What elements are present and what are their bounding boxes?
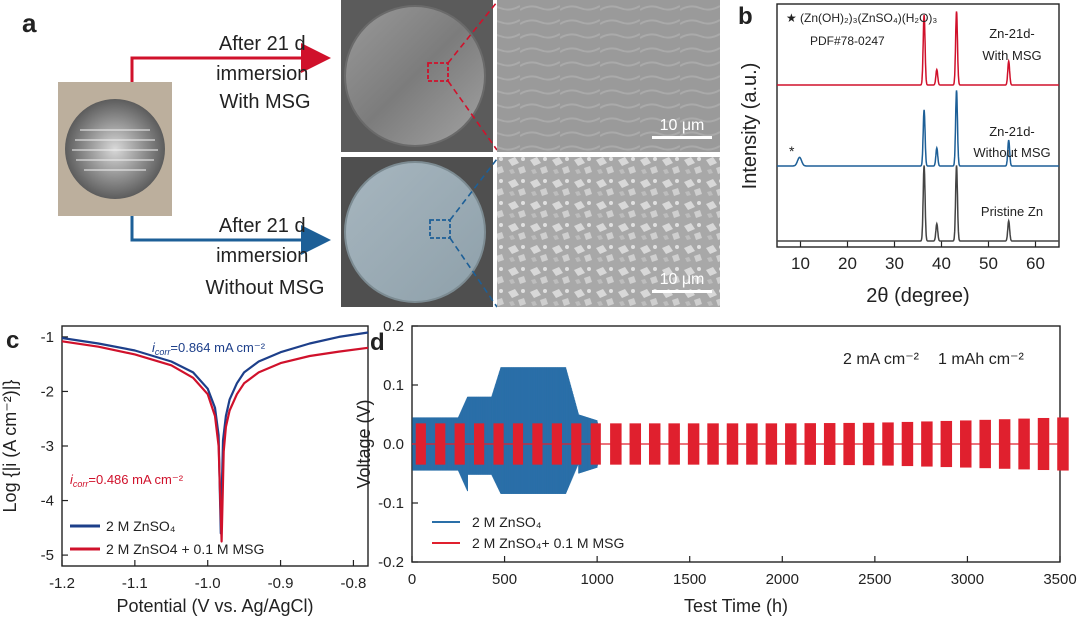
tafel-ytick-label: -1 xyxy=(41,329,54,346)
with-msg-zoom-lines xyxy=(447,1,498,151)
icorr-blue: icorr=0.864 mA cm⁻² xyxy=(152,340,266,357)
cycling-ytick-label: 0.1 xyxy=(383,377,404,394)
panel-c: c -1.2 -1.1 -1.0 -0.9 -0.8 -1 -2 -3 -4 -5 Potenti… xyxy=(0,325,369,616)
xrd-series-label: Zn-21d- xyxy=(989,26,1035,41)
xrd-xtick-label: 50 xyxy=(979,254,998,273)
sem-with-msg xyxy=(497,0,720,152)
tafel-xtick-label: -1.2 xyxy=(49,575,75,592)
xrd-series-labels: Zn-21d- With MSG Zn-21d- Without MSG Pristin… xyxy=(973,26,1050,219)
tafel-xtick-label: -1.0 xyxy=(195,575,221,592)
tafel-legend: 2 M ZnSO₄ 2 M ZnSO4 + 0.1 M MSG xyxy=(70,518,264,557)
without-msg-zoom-box xyxy=(429,219,451,239)
scale-bar-top xyxy=(652,136,712,139)
xrd-series xyxy=(777,11,1059,242)
scale-bar-bottom xyxy=(652,290,712,293)
cycling-xtick-label: 1000 xyxy=(580,571,613,588)
cycling-ylabel: Voltage (V) xyxy=(354,399,374,488)
without-msg-zoom-lines xyxy=(449,158,498,308)
cycling-legend-label-blue: 2 M ZnSO₄ xyxy=(472,514,542,530)
scale-label-bottom: 10 μm xyxy=(660,271,705,288)
scale-label-top: 10 μm xyxy=(660,117,705,134)
xrd-formula: (Zn(OH)₂)₃(ZnSO₄)(H₂O)₃ xyxy=(800,11,937,25)
tafel-xtick-label: -0.8 xyxy=(340,575,366,592)
cycling-condition-current: 2 mA cm⁻² xyxy=(843,351,920,368)
tafel-ytick-label: -2 xyxy=(41,383,54,400)
xrd-axes xyxy=(776,3,1060,248)
tafel-ytick-label: -3 xyxy=(41,438,54,455)
cycling-legend-label-red: 2 M ZnSO₄+ 0.1 M MSG xyxy=(472,535,624,551)
panel-label-c: c xyxy=(6,327,19,354)
tafel-legend-label-red: 2 M ZnSO4 + 0.1 M MSG xyxy=(106,541,264,557)
tafel-ytick-label: -5 xyxy=(41,547,54,564)
xrd-series-label: With MSG xyxy=(982,48,1041,63)
sem-without-msg xyxy=(497,157,720,307)
cycling-xtick-label: 500 xyxy=(492,571,517,588)
xrd-xtick-label: 40 xyxy=(932,254,951,273)
tafel-series xyxy=(61,331,369,543)
cycling-legend: 2 M ZnSO₄ 2 M ZnSO₄+ 0.1 M MSG xyxy=(432,514,624,551)
cycling-xtick-label: 3500 xyxy=(1043,571,1076,588)
cycling-red-block xyxy=(1057,417,1069,471)
without-msg-disc xyxy=(344,161,486,303)
xrd-series-label: Pristine Zn xyxy=(981,204,1043,219)
panel-b: b 10 20 30 40 50 60 2θ (degree) Intensity (a.… xyxy=(738,3,1060,307)
cycling-condition-capacity: 1 mAh cm⁻² xyxy=(938,351,1024,368)
tafel-xtick-label: -0.9 xyxy=(268,575,294,592)
xrd-xtick-label: 30 xyxy=(885,254,904,273)
xrd-xlabel: 2θ (degree) xyxy=(866,285,969,307)
xrd-pdf: PDF#78-0247 xyxy=(810,34,885,48)
tafel-xtick-label: -1.1 xyxy=(122,575,148,592)
with-msg-zoom-box xyxy=(427,62,449,82)
cycling-ticks: 0 500 1000 1500 2000 2500 3000 3500 -0.2 -0.1 0.0 0… xyxy=(378,318,1077,588)
cycling-xtick-label: 0 xyxy=(408,571,416,588)
tafel-series-line xyxy=(61,340,369,543)
xrd-xtick-label: 10 xyxy=(791,254,810,273)
xrd-series-label: Without MSG xyxy=(973,145,1050,160)
with-msg-disc xyxy=(344,5,486,147)
cycling-ytick-label: 0.2 xyxy=(383,318,404,335)
cycling-xtick-label: 3000 xyxy=(951,571,984,588)
panel-a: a After 21 d immersion With MSG After 21… xyxy=(22,0,720,308)
xrd-x-ticks: 10 20 30 40 50 60 xyxy=(791,241,1045,273)
cycling-xtick-label: 2500 xyxy=(858,571,891,588)
tafel-ytick-label: -4 xyxy=(41,493,54,510)
xrd-series-line xyxy=(777,90,1059,167)
icorr-red: icorr=0.486 mA cm⁻² xyxy=(70,472,184,489)
caption-without-msg: After 21 d immersion Without MSG xyxy=(206,215,325,299)
xrd-xtick-label: 20 xyxy=(838,254,857,273)
arrow-with-msg xyxy=(130,43,331,82)
tafel-xlabel: Potential (V vs. Ag/AgCl) xyxy=(116,596,313,616)
xrd-star-symbol: ★ xyxy=(786,11,797,25)
pristine-zn-scratches xyxy=(72,129,158,171)
tafel-ticks: -1.2 -1.1 -1.0 -0.9 -0.8 -1 -2 -3 -4 -5 xyxy=(41,329,367,592)
cycling-xlabel: Test Time (h) xyxy=(684,596,788,616)
xrd-peak-star: * xyxy=(789,143,795,159)
tafel-series-line xyxy=(61,331,369,535)
xrd-series-line xyxy=(777,11,1059,86)
panel-label-a: a xyxy=(22,8,37,38)
cycling-ytick-label: -0.1 xyxy=(378,495,404,512)
panel-label-b: b xyxy=(738,3,753,30)
xrd-series-line xyxy=(777,165,1059,242)
cycling-ytick-label: -0.2 xyxy=(378,554,404,571)
caption-with-msg: After 21 d immersion With MSG xyxy=(216,33,314,113)
panel-label-d: d xyxy=(370,329,385,356)
panel-d: d 0 500 1000 1500 2000 2500 3000 3500 -0.2 -0.1 0.… xyxy=(354,318,1077,616)
cycling-xtick-label: 2000 xyxy=(766,571,799,588)
xrd-series-label: Zn-21d- xyxy=(989,124,1035,139)
pristine-zn-disc xyxy=(65,99,165,199)
cycling-ytick-label: 0.0 xyxy=(383,436,404,453)
cycling-xtick-label: 1500 xyxy=(673,571,706,588)
cycling-series xyxy=(412,367,1069,494)
xrd-ylabel: Intensity (a.u.) xyxy=(739,63,761,190)
xrd-xtick-label: 60 xyxy=(1026,254,1045,273)
arrow-without-msg xyxy=(130,216,331,255)
tafel-ylabel: Log {|i (A cm⁻²)|} xyxy=(0,380,20,513)
tafel-legend-label-blue: 2 M ZnSO₄ xyxy=(106,518,176,534)
